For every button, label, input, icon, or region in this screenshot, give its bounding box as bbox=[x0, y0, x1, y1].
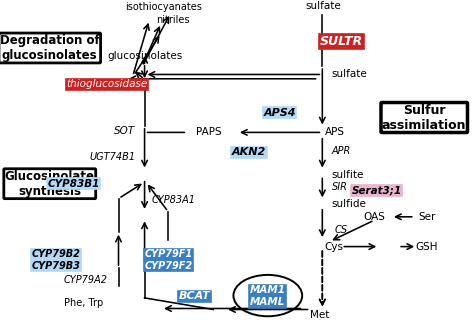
Text: nitriles: nitriles bbox=[156, 15, 190, 25]
Text: Met: Met bbox=[310, 310, 330, 320]
Text: GSH: GSH bbox=[415, 242, 438, 252]
Text: CYP79B2
CYP79B3: CYP79B2 CYP79B3 bbox=[31, 249, 81, 271]
Text: Ser: Ser bbox=[418, 212, 435, 222]
Text: Glucosinolate
synthesis: Glucosinolate synthesis bbox=[5, 170, 95, 198]
Text: UGT74B1: UGT74B1 bbox=[89, 152, 135, 162]
Text: OAS: OAS bbox=[364, 212, 385, 222]
Text: CYP83A1: CYP83A1 bbox=[152, 195, 196, 205]
Text: APS: APS bbox=[325, 127, 345, 137]
Text: glucosinolates: glucosinolates bbox=[107, 51, 182, 61]
Text: Cys: Cys bbox=[325, 242, 344, 252]
Text: sulfate: sulfate bbox=[332, 70, 367, 79]
Text: Degradation of
glucosinolates: Degradation of glucosinolates bbox=[0, 34, 100, 62]
Text: SIR: SIR bbox=[332, 182, 347, 192]
Text: isothiocyanates: isothiocyanates bbox=[125, 2, 202, 12]
Text: CYP79F1
CYP79F2: CYP79F1 CYP79F2 bbox=[144, 249, 192, 271]
Text: SOT: SOT bbox=[114, 126, 135, 136]
Text: thioglucosidase: thioglucosidase bbox=[66, 79, 147, 89]
Text: CYP79A2: CYP79A2 bbox=[64, 275, 108, 285]
Text: BCAT: BCAT bbox=[179, 291, 210, 301]
Text: Phe, Trp: Phe, Trp bbox=[64, 298, 103, 308]
Text: Serat3;1: Serat3;1 bbox=[352, 185, 402, 195]
Text: SULTR: SULTR bbox=[320, 35, 363, 48]
Text: PAPS: PAPS bbox=[196, 127, 221, 137]
Text: CS: CS bbox=[334, 225, 347, 235]
Text: MAM1
MAML: MAM1 MAML bbox=[250, 285, 286, 307]
Text: sulfate: sulfate bbox=[305, 1, 341, 11]
Text: sulfide: sulfide bbox=[332, 199, 367, 209]
Text: CYP83B1: CYP83B1 bbox=[47, 179, 100, 189]
Text: APS4: APS4 bbox=[264, 108, 296, 118]
Text: APR: APR bbox=[332, 146, 351, 156]
Text: AKN2: AKN2 bbox=[232, 147, 266, 157]
Text: Sulfur
assimilation: Sulfur assimilation bbox=[382, 104, 466, 131]
Text: sulfite: sulfite bbox=[332, 170, 364, 180]
